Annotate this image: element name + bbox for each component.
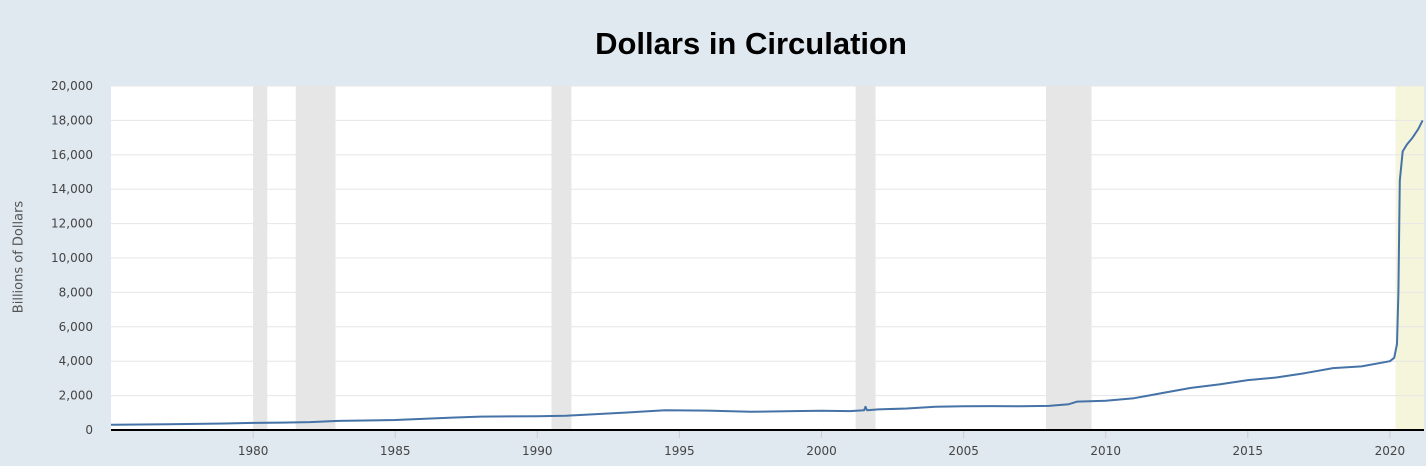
x-tick-label: 1985 — [380, 444, 411, 458]
y-tick-label: 14,000 — [51, 182, 93, 196]
y-tick-label: 20,000 — [51, 79, 93, 93]
x-tick-label: 1980 — [238, 444, 269, 458]
series-line — [110, 119, 1424, 426]
y-tick-label: 6,000 — [59, 320, 93, 334]
x-tick-label: 1990 — [522, 444, 553, 458]
x-tick-label: 2020 — [1375, 444, 1406, 458]
y-tick-label: 0 — [85, 423, 93, 437]
y-tick-label: 4,000 — [59, 354, 93, 368]
chart-title: Dollars in Circulation — [595, 26, 907, 61]
y-tick-label: 18,000 — [51, 113, 93, 127]
y-tick-label: 12,000 — [51, 217, 93, 231]
x-tick-label: 2010 — [1090, 444, 1121, 458]
x-tick-label: 2015 — [1233, 444, 1264, 458]
y-tick-label: 2,000 — [59, 389, 93, 403]
y-tick-label: 8,000 — [59, 285, 93, 299]
x-tick-label: 2005 — [948, 444, 979, 458]
y-tick-label: 16,000 — [51, 148, 93, 162]
x-tick-label: 2000 — [806, 444, 837, 458]
y-tick-label: 10,000 — [51, 251, 93, 265]
x-tick-label: 1995 — [664, 444, 695, 458]
